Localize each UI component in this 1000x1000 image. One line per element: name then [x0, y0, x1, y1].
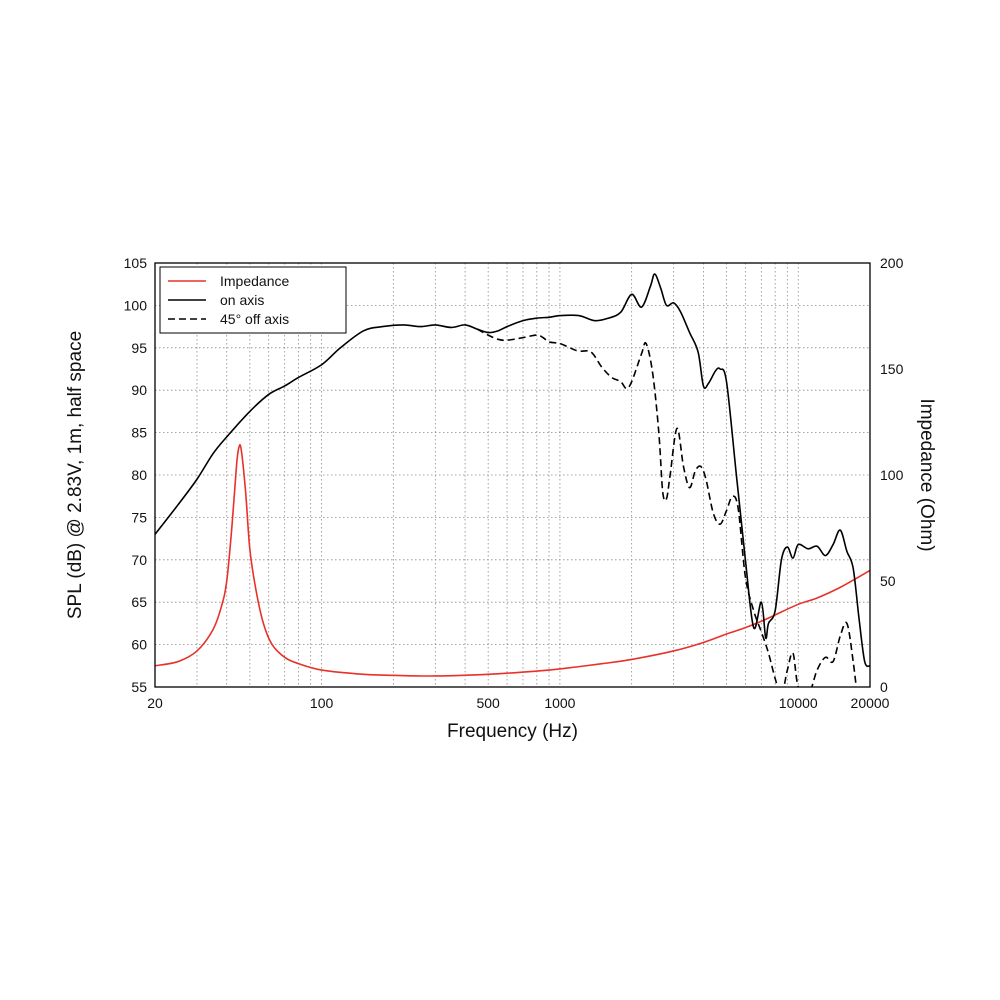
- x-tick-label: 20: [147, 695, 163, 711]
- y-tick-label: 105: [124, 255, 148, 271]
- y2-tick-label: 100: [880, 467, 904, 483]
- y-tick-label: 95: [131, 340, 147, 356]
- x-axis-title: Frequency (Hz): [447, 721, 578, 742]
- legend-label-impedance: Impedance: [220, 273, 289, 289]
- y-axis-title: SPL (dB) @ 2.83V, 1m, half space: [65, 331, 86, 619]
- x-tick-label: 10000: [779, 695, 818, 711]
- y-tick-label: 70: [131, 552, 147, 568]
- legend-label-45-off-axis: 45° off axis: [220, 311, 289, 327]
- series-layer: [155, 273, 870, 687]
- series-line-45-off-axis: [476, 328, 858, 687]
- x-tick-label: 500: [476, 695, 500, 711]
- y2-tick-label: 150: [880, 361, 904, 377]
- y-tick-label: 90: [131, 382, 147, 398]
- plot-frame: [154, 262, 871, 688]
- y2-tick-label: 50: [880, 573, 896, 589]
- tick-labels: 20 100 500 1000 10000 20000556065707580859095…: [124, 255, 904, 711]
- y-tick-label: 80: [131, 467, 147, 483]
- y-tick-label: 55: [131, 679, 147, 695]
- y-tick-label: 100: [124, 297, 148, 313]
- x-tick-label: 1000: [544, 695, 575, 711]
- series-line-on-axis: [155, 273, 870, 668]
- legend-label-on-axis: on axis: [220, 292, 264, 308]
- x-tick-label: 20000: [851, 695, 890, 711]
- y-tick-label: 85: [131, 425, 147, 441]
- x-tick-label: 100: [310, 695, 334, 711]
- y2-tick-label: 0: [880, 679, 888, 695]
- y2-tick-label: 200: [880, 255, 904, 271]
- legend: Impedance on axis 45° off axis: [159, 266, 347, 334]
- grid: [155, 263, 870, 687]
- y2-axis-title: Impedance (Ohm): [916, 398, 937, 551]
- y-tick-label: 60: [131, 637, 147, 653]
- y-tick-label: 65: [131, 594, 147, 610]
- y-tick-label: 75: [131, 509, 147, 525]
- series-line-impedance: [155, 443, 870, 677]
